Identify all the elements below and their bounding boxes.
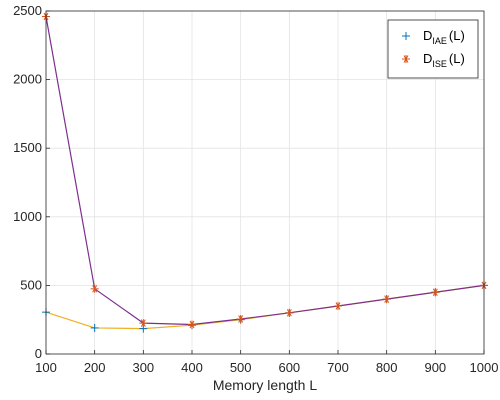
series-lines <box>45 16 485 330</box>
legend-label-ise-main: D <box>423 51 432 66</box>
legend-box <box>387 19 479 79</box>
legend-entry-iae: DIAE (L) <box>402 28 465 46</box>
legend-label-ise: DISE (L) <box>423 51 465 69</box>
data-point-ise <box>382 295 391 304</box>
axis-ticks: 100 200 300 400 500 600 700 800 900 1000 0 500 1000 1… <box>13 3 498 375</box>
y-tick-label: 500 <box>20 277 42 292</box>
x-tick-label: 500 <box>230 360 252 375</box>
x-axis-title: Memory length L <box>213 377 317 393</box>
legend-asterisk-marker <box>402 55 410 63</box>
x-tick-label: 600 <box>278 360 300 375</box>
data-point-ise <box>236 315 245 324</box>
x-tick-label: 300 <box>132 360 154 375</box>
x-tick-label: 800 <box>376 360 398 375</box>
x-tick-label: 900 <box>424 360 446 375</box>
y-tick-label: 2000 <box>13 72 42 87</box>
x-tick-label: 400 <box>181 360 203 375</box>
legend-marker-ise <box>402 55 410 63</box>
data-point-ise <box>285 308 294 317</box>
series-line-ise <box>45 16 485 326</box>
y-tick-label: 2500 <box>13 3 42 18</box>
data-point-ise <box>188 320 196 329</box>
legend-label-iae-suffix: (L) <box>449 28 465 43</box>
data-point-ise <box>139 319 148 328</box>
data-point-iae <box>90 323 99 332</box>
data-point-ise <box>334 301 342 310</box>
data-point-ise <box>431 288 440 297</box>
legend-plus-marker <box>402 32 410 40</box>
y-tick-label: 1500 <box>13 140 42 155</box>
plot-frame <box>45 10 485 355</box>
legend-label-iae: DIAE (L) <box>423 28 465 46</box>
legend-marker-iae <box>402 32 410 40</box>
legend: DIAE (L) DISE (L) <box>387 19 479 79</box>
x-tick-label: 700 <box>327 360 349 375</box>
data-point-ise <box>90 284 99 293</box>
y-tick-label: 1000 <box>13 209 42 224</box>
x-tick-label: 100 <box>35 360 57 375</box>
legend-label-iae-sub: IAE <box>432 36 447 46</box>
legend-label-iae-main: D <box>423 28 432 43</box>
y-tick-label: 0 <box>35 346 42 361</box>
legend-label-ise-suffix: (L) <box>449 51 465 66</box>
x-tick-label: 1000 <box>470 360 499 375</box>
x-tick-label: 200 <box>84 360 106 375</box>
legend-entry-ise: DISE (L) <box>402 51 465 69</box>
legend-label-ise-sub: ISE <box>432 59 447 69</box>
